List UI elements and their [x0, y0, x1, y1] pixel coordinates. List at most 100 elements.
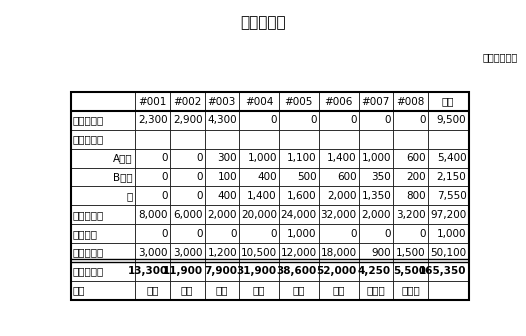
Bar	[239, 205, 279, 224]
Bar	[359, 186, 393, 205]
Text: 完成: 完成	[253, 285, 265, 295]
Text: 900: 900	[371, 248, 391, 258]
Text: #005: #005	[285, 96, 313, 107]
Text: 未完成: 未完成	[401, 285, 420, 295]
Bar	[135, 168, 170, 186]
Text: 32,000: 32,000	[320, 210, 357, 220]
Bar	[239, 149, 279, 168]
Text: 直接材料費: 直接材料費	[72, 134, 104, 144]
Bar	[319, 243, 359, 262]
Text: 0: 0	[161, 153, 168, 163]
Bar	[359, 149, 393, 168]
Text: 0: 0	[161, 191, 168, 201]
Bar	[170, 149, 205, 168]
Bar	[170, 168, 205, 186]
Bar	[239, 168, 279, 186]
Bar	[135, 111, 170, 130]
Text: 200: 200	[406, 172, 426, 182]
Bar	[205, 205, 239, 224]
Bar	[319, 92, 359, 111]
Bar	[279, 111, 319, 130]
Text: 50,100: 50,100	[430, 248, 467, 258]
Text: 1,000: 1,000	[437, 229, 467, 239]
Text: 10,500: 10,500	[241, 248, 277, 258]
Text: 1,600: 1,600	[287, 191, 317, 201]
Bar	[135, 149, 170, 168]
Text: 原価計算表: 原価計算表	[240, 15, 286, 30]
Bar	[428, 92, 469, 111]
Text: 直接経費: 直接経費	[72, 229, 97, 239]
Bar	[428, 130, 469, 149]
Bar	[70, 111, 135, 130]
Bar	[205, 149, 239, 168]
Text: 1,350: 1,350	[361, 191, 391, 201]
Bar	[279, 130, 319, 149]
Bar	[70, 130, 135, 149]
Text: 165,350: 165,350	[419, 266, 467, 277]
Bar	[205, 130, 239, 149]
Bar	[393, 130, 428, 149]
Text: 100: 100	[217, 172, 237, 182]
Bar	[428, 243, 469, 262]
Text: 2,000: 2,000	[327, 191, 357, 201]
Text: #008: #008	[396, 96, 424, 107]
Bar	[359, 130, 393, 149]
Text: 直接労務費: 直接労務費	[72, 210, 104, 220]
Bar	[319, 262, 359, 281]
Bar	[135, 205, 170, 224]
Bar	[239, 130, 279, 149]
Text: 1,400: 1,400	[327, 153, 357, 163]
Text: #003: #003	[208, 96, 236, 107]
Text: 0: 0	[270, 229, 277, 239]
Bar	[279, 149, 319, 168]
Bar	[359, 168, 393, 186]
Text: 300: 300	[217, 153, 237, 163]
Bar	[393, 243, 428, 262]
Bar	[428, 186, 469, 205]
Text: 7,550: 7,550	[437, 191, 467, 201]
Text: 0: 0	[196, 191, 203, 201]
Bar	[393, 205, 428, 224]
Text: 31,900: 31,900	[237, 266, 277, 277]
Text: 完成: 完成	[181, 285, 194, 295]
Bar	[239, 111, 279, 130]
Text: 完成: 完成	[292, 285, 305, 295]
Text: 600: 600	[406, 153, 426, 163]
Text: 製造原価計: 製造原価計	[72, 266, 104, 277]
Bar	[393, 281, 428, 300]
Text: 2,000: 2,000	[208, 210, 237, 220]
Text: 1,200: 1,200	[207, 248, 237, 258]
Bar	[70, 149, 135, 168]
Text: 1,500: 1,500	[396, 248, 426, 258]
Bar	[319, 149, 359, 168]
Text: 0: 0	[310, 115, 317, 125]
Bar	[359, 262, 393, 281]
Bar	[70, 186, 135, 205]
Text: #002: #002	[173, 96, 201, 107]
Text: 800: 800	[406, 191, 426, 201]
Text: #001: #001	[138, 96, 167, 107]
Bar	[279, 262, 319, 281]
Text: 52,000: 52,000	[316, 266, 357, 277]
Text: 前期繰越高: 前期繰越高	[72, 115, 104, 125]
Text: 3,200: 3,200	[396, 210, 426, 220]
Text: 3,000: 3,000	[138, 248, 168, 258]
Bar	[359, 205, 393, 224]
Bar	[170, 111, 205, 130]
Bar	[70, 281, 135, 300]
Bar	[279, 205, 319, 224]
Bar	[393, 186, 428, 205]
Text: 13,300: 13,300	[128, 266, 168, 277]
Text: （単位：円）: （単位：円）	[483, 52, 518, 62]
Bar	[170, 243, 205, 262]
Bar	[239, 281, 279, 300]
Text: 0: 0	[350, 229, 357, 239]
Text: 0: 0	[161, 172, 168, 182]
Bar	[170, 224, 205, 243]
Text: 完成: 完成	[146, 285, 159, 295]
Bar	[170, 186, 205, 205]
Text: 1,100: 1,100	[287, 153, 317, 163]
Bar	[359, 111, 393, 130]
Text: #007: #007	[362, 96, 390, 107]
Bar	[393, 149, 428, 168]
